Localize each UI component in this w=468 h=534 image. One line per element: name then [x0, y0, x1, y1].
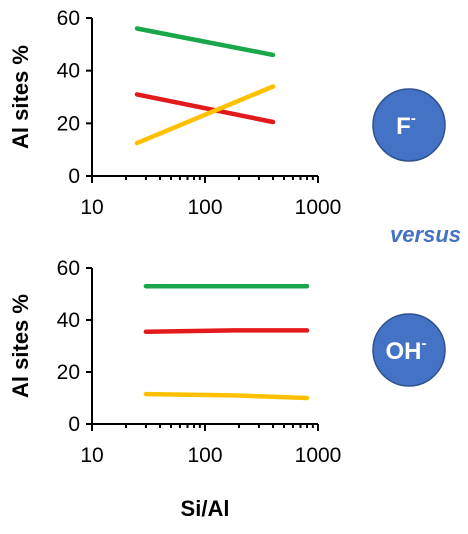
x-tick-label: 10: [80, 444, 103, 467]
x-tick-label: 1000: [295, 196, 342, 219]
x-tick-label: 100: [187, 196, 222, 219]
y-axis-label: Al sites %: [8, 294, 33, 398]
series-line-2: [143, 328, 310, 334]
ion-badge-circle: [372, 88, 446, 162]
y-tick-label: 40: [57, 60, 80, 83]
y-tick-label: 40: [57, 309, 80, 332]
y-tick-label: 0: [68, 413, 80, 436]
y-tick-label: 0: [68, 165, 80, 188]
x-axis-label: Si/Al: [181, 496, 230, 521]
ion-badge-circle: [372, 313, 446, 387]
series-line-1: [134, 26, 276, 58]
series-line-2: [134, 92, 276, 125]
x-tick-label: 1000: [295, 444, 342, 467]
y-axis-label: Al sites %: [8, 45, 33, 149]
y-tick-label: 20: [57, 112, 80, 135]
series-line-3: [143, 391, 310, 401]
versus-label: versus: [390, 222, 461, 247]
y-tick-label: 60: [57, 257, 80, 280]
x-tick-label: 10: [80, 196, 103, 219]
ion-badge-label: OH-: [386, 335, 427, 365]
y-tick-label: 20: [57, 361, 80, 384]
series-line-3: [134, 84, 276, 146]
x-tick-label: 100: [187, 444, 222, 467]
y-tick-label: 60: [57, 7, 80, 30]
ion-badge-label: F-: [396, 110, 416, 140]
